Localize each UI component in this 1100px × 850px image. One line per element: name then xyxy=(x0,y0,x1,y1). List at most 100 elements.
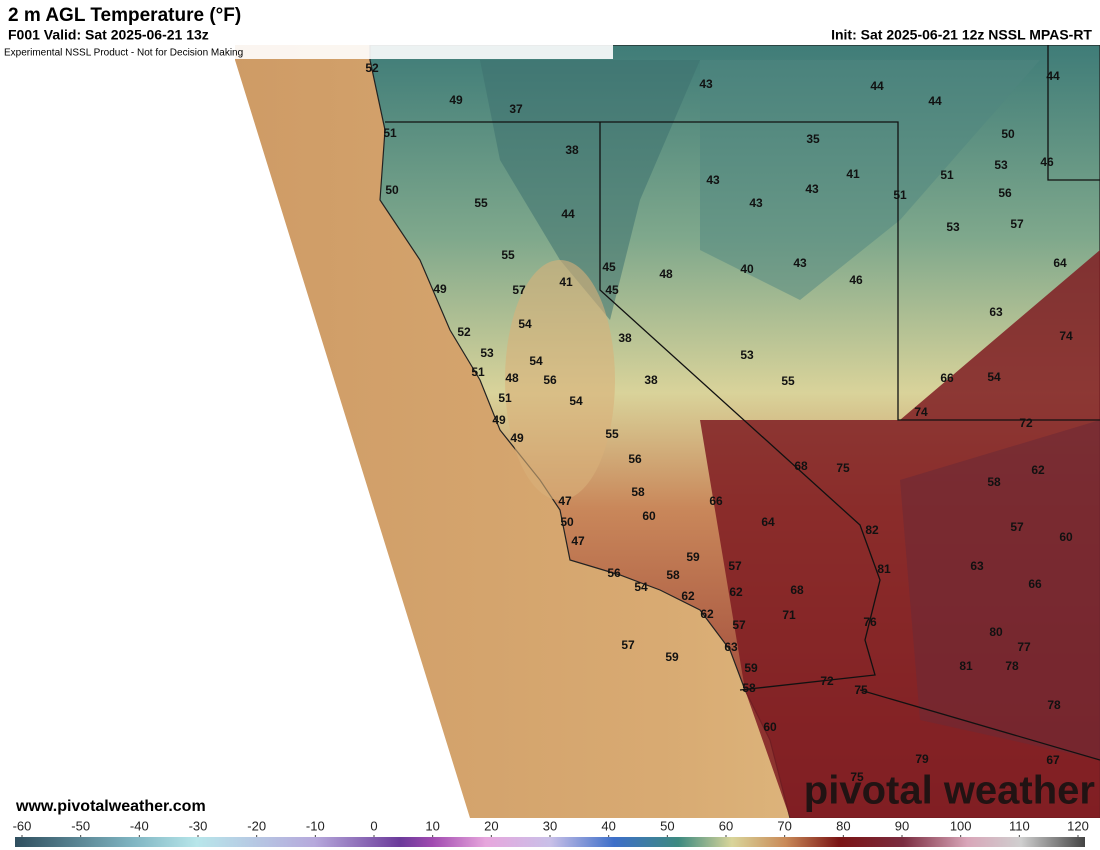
temperature-label: 43 xyxy=(706,173,720,187)
temperature-label: 57 xyxy=(728,559,742,573)
temperature-label: 64 xyxy=(1053,256,1067,270)
temperature-label: 44 xyxy=(928,94,942,108)
temperature-label: 38 xyxy=(565,143,579,157)
temperature-label: 60 xyxy=(763,720,777,734)
website: www.pivotalweather.com xyxy=(15,798,206,815)
temperature-label: 48 xyxy=(505,371,519,385)
temperature-label: 44 xyxy=(870,79,884,93)
temperature-label: 74 xyxy=(1059,329,1073,343)
temperature-label: 59 xyxy=(744,661,758,675)
temperature-label: 62 xyxy=(729,585,743,599)
colorbar xyxy=(15,837,1085,847)
colorbar-tick-label: -40 xyxy=(130,818,149,833)
temperature-label: 58 xyxy=(987,475,1001,489)
temperature-label: 49 xyxy=(510,431,524,445)
colorbar-tick-label: -10 xyxy=(306,818,325,833)
state-borders xyxy=(385,45,1100,761)
logo: pivotal weather xyxy=(804,769,1095,813)
border xyxy=(599,122,881,691)
temperature-label: 80 xyxy=(989,625,1003,639)
temperature-label: 55 xyxy=(501,248,515,262)
temperature-label: 78 xyxy=(1047,698,1061,712)
border xyxy=(859,689,1100,761)
colorbar-tick-label: 30 xyxy=(543,818,557,833)
temperature-label: 72 xyxy=(1019,416,1033,430)
temperature-label: 54 xyxy=(634,580,648,594)
temperature-label: 38 xyxy=(618,331,632,345)
temperature-label: 56 xyxy=(543,373,557,387)
temperature-label: 52 xyxy=(457,325,471,339)
colorbar-tick-label: 10 xyxy=(425,818,439,833)
temperature-label: 41 xyxy=(559,275,573,289)
temperature-label: 63 xyxy=(724,640,738,654)
border xyxy=(385,121,1100,421)
basin-cool xyxy=(700,60,1040,300)
colorbar-tick-label: 100 xyxy=(950,818,972,833)
temperature-label: 50 xyxy=(560,515,574,529)
temperature-label: 66 xyxy=(709,494,723,508)
temperature-label: 49 xyxy=(449,93,463,107)
temperature-label: 62 xyxy=(700,607,714,621)
temperature-label: 52 xyxy=(365,61,379,75)
colorbar-tick-label: 90 xyxy=(895,818,909,833)
temperature-label: 82 xyxy=(865,523,879,537)
temperature-label: 68 xyxy=(794,459,808,473)
temperature-label: 40 xyxy=(740,262,754,276)
init-time: Init: Sat 2025-06-21 12z NSSL MPAS-RT xyxy=(831,27,1092,43)
temperature-label: 41 xyxy=(846,167,860,181)
temperature-label: 51 xyxy=(498,391,512,405)
temperature-label: 59 xyxy=(686,550,700,564)
disclaimer: Experimental NSSL Product - Not for Deci… xyxy=(4,48,243,59)
colorbar-tick-label: 0 xyxy=(370,818,377,833)
temperature-label: 57 xyxy=(1010,217,1024,231)
temperature-label: 71 xyxy=(782,608,796,622)
temperature-label: 56 xyxy=(628,452,642,466)
temperature-label: 49 xyxy=(433,282,447,296)
temperature-label: 63 xyxy=(970,559,984,573)
colorbar-tick-label: 20 xyxy=(484,818,498,833)
temperature-label: 56 xyxy=(998,186,1012,200)
temperature-label: 38 xyxy=(644,373,658,387)
temperature-label: 51 xyxy=(893,188,907,202)
colorbar-tick-label: 80 xyxy=(836,818,850,833)
colorbar-tick-label: -30 xyxy=(189,818,208,833)
temperature-label: 44 xyxy=(1046,69,1060,83)
temperature-label: 57 xyxy=(621,638,635,652)
temperature-label: 54 xyxy=(529,354,543,368)
temperature-label: 75 xyxy=(850,770,864,784)
colorbar-tick-label: 70 xyxy=(777,818,791,833)
temperature-label: 66 xyxy=(940,371,954,385)
temperature-label: 45 xyxy=(602,260,616,274)
colorbar-tick-label: 120 xyxy=(1067,818,1089,833)
temperature-label: 57 xyxy=(732,618,746,632)
temperature-label: 67 xyxy=(1046,753,1060,767)
temperature-label: 53 xyxy=(946,220,960,234)
temperature-label: 62 xyxy=(1031,463,1045,477)
temperature-label: 50 xyxy=(385,183,399,197)
temperature-label: 76 xyxy=(863,615,877,629)
temperature-label: 47 xyxy=(571,534,585,548)
temperature-label: 55 xyxy=(474,196,488,210)
temperature-label: 66 xyxy=(1028,577,1042,591)
temperature-label: 75 xyxy=(854,683,868,697)
colorbar-tick-label: -20 xyxy=(247,818,266,833)
temperature-label: 37 xyxy=(509,102,523,116)
temperature-label: 60 xyxy=(1059,530,1073,544)
temperature-label: 77 xyxy=(1017,640,1031,654)
temperature-label: 54 xyxy=(569,394,583,408)
temperature-label: 53 xyxy=(740,348,754,362)
temperature-label: 55 xyxy=(781,374,795,388)
temperature-label: 58 xyxy=(631,485,645,499)
temperature-label: 46 xyxy=(849,273,863,287)
no-data-area xyxy=(0,45,470,818)
temperature-label: 56 xyxy=(607,566,621,580)
colorbar-tick-label: 40 xyxy=(601,818,615,833)
temperature-label: 75 xyxy=(836,461,850,475)
temperature-label: 43 xyxy=(699,77,713,91)
temperature-label: 58 xyxy=(742,681,756,695)
arizona-warm xyxy=(900,420,1100,760)
temperature-label: 62 xyxy=(681,589,695,603)
colorbar-tick-label: 110 xyxy=(1009,818,1030,833)
temperature-label: 43 xyxy=(793,256,807,270)
